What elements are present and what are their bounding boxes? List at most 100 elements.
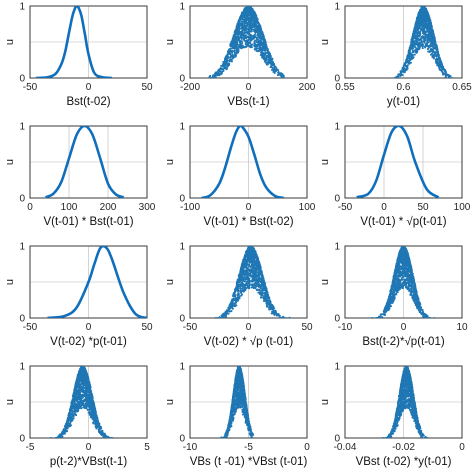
data-point [243, 24, 246, 27]
data-point [411, 38, 414, 41]
data-point [248, 12, 251, 15]
data-point [221, 314, 224, 317]
data-point [229, 56, 232, 59]
data-point [237, 37, 240, 40]
data-point [407, 57, 410, 60]
data-point [260, 29, 263, 32]
x-tick-label: 0 [27, 202, 33, 213]
plot-marks [214, 246, 291, 318]
data-point [243, 11, 246, 14]
data-point [245, 19, 248, 23]
y-tick-label: 0 [179, 194, 185, 205]
data-point [417, 45, 420, 48]
membership-curve [45, 126, 125, 198]
data-point [257, 283, 260, 286]
y-tick-label: 0 [179, 74, 185, 85]
data-point [234, 38, 237, 41]
data-point [401, 73, 404, 77]
data-point [263, 283, 266, 286]
data-point [232, 54, 235, 57]
data-point [253, 254, 256, 257]
data-point [245, 12, 248, 15]
x-tick-label: -50 [338, 202, 353, 213]
data-point [239, 270, 242, 273]
data-point [414, 48, 417, 51]
data-point [232, 34, 235, 37]
data-point [225, 311, 228, 314]
data-point [239, 289, 242, 292]
data-point [216, 72, 219, 75]
data-point [228, 307, 231, 310]
data-point [242, 46, 245, 49]
data-point [248, 25, 251, 28]
data-point [244, 288, 247, 292]
plot-border [29, 125, 148, 199]
data-point [277, 73, 280, 76]
data-point [258, 280, 261, 283]
x-tick-label: 0.55 [335, 82, 355, 93]
plot-border [189, 125, 308, 199]
data-point [234, 304, 237, 307]
data-point [243, 20, 246, 23]
data-point [268, 61, 271, 64]
data-point [270, 59, 273, 62]
data-point [260, 272, 263, 275]
data-point [413, 53, 416, 56]
data-point [250, 39, 253, 42]
data-point [257, 42, 260, 45]
data-point [242, 35, 245, 38]
data-point [259, 27, 262, 30]
data-point [242, 279, 245, 282]
data-point [239, 18, 242, 21]
data-point [239, 36, 242, 39]
data-point [439, 65, 442, 69]
data-point [426, 41, 429, 44]
data-point [238, 22, 241, 25]
data-point [236, 283, 239, 286]
data-point [409, 61, 412, 64]
data-point [252, 260, 255, 263]
data-point [250, 37, 253, 40]
data-point [406, 67, 409, 70]
data-point [420, 21, 423, 24]
data-point [402, 67, 406, 70]
y-tick-label: 1 [179, 242, 185, 253]
data-point [422, 21, 425, 24]
data-point [406, 55, 410, 58]
data-point [250, 21, 253, 24]
data-point [234, 295, 237, 298]
data-point [256, 47, 260, 50]
data-point [425, 43, 429, 46]
data-point [262, 53, 265, 57]
data-point [415, 50, 418, 54]
data-point [265, 59, 268, 62]
data-point [241, 18, 245, 21]
data-point [248, 252, 251, 256]
data-point [236, 22, 239, 25]
data-point [235, 286, 238, 289]
data-point [251, 16, 254, 20]
data-point [231, 37, 234, 40]
x-tick-label: 50 [301, 322, 313, 333]
data-point [246, 286, 249, 289]
data-point [288, 316, 291, 318]
data-point [249, 30, 253, 33]
data-point [422, 19, 425, 22]
data-point [415, 39, 418, 42]
data-point [432, 57, 435, 60]
data-point [421, 45, 424, 48]
data-point [258, 288, 261, 291]
data-point [223, 61, 226, 64]
data-point [400, 276, 404, 280]
data-point [261, 294, 264, 297]
plot-marks [201, 126, 284, 198]
data-point [240, 40, 243, 43]
plot-border [344, 125, 463, 199]
data-point [261, 278, 264, 281]
data-point [423, 31, 427, 34]
data-point [237, 280, 240, 283]
data-point [432, 54, 435, 57]
data-point [250, 259, 253, 262]
